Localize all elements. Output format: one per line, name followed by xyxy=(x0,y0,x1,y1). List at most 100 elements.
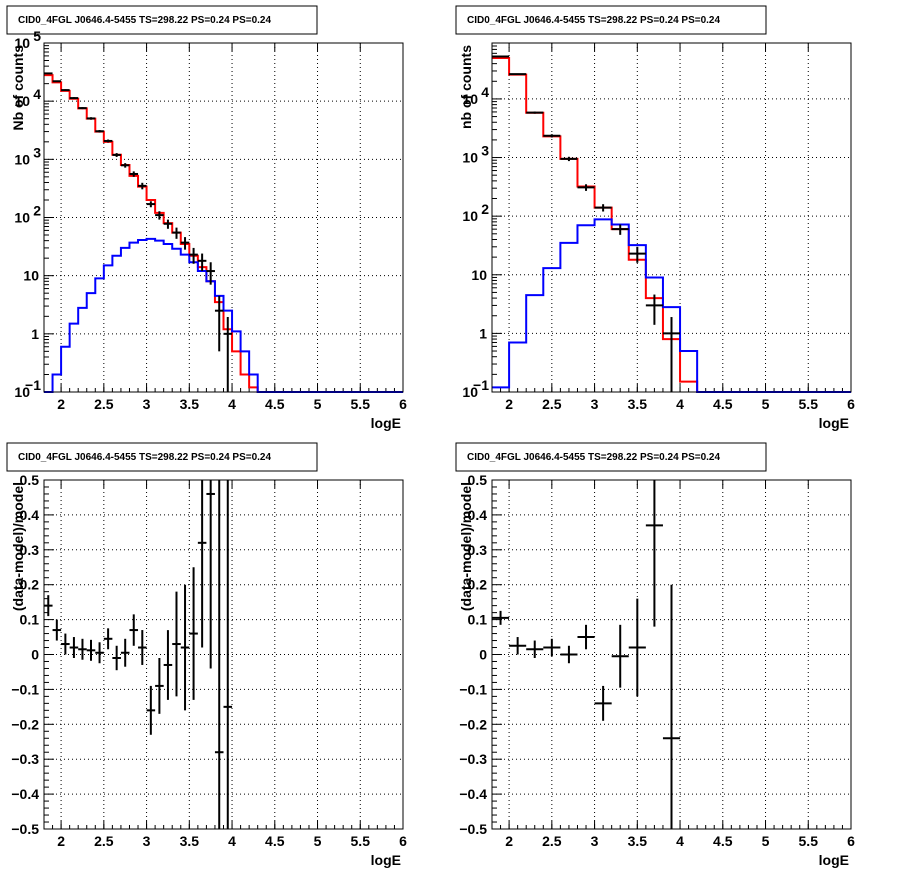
x-tick-label: 6 xyxy=(847,833,855,849)
y-tick-label: 0.2 xyxy=(20,577,40,593)
data-point xyxy=(628,246,646,263)
x-tick-label: 2 xyxy=(505,396,513,412)
data-point xyxy=(163,630,173,700)
x-tick-label: 3.5 xyxy=(180,833,200,849)
data-point xyxy=(214,295,224,352)
data-point xyxy=(197,253,207,272)
data-point xyxy=(129,614,139,646)
data-point xyxy=(223,480,233,829)
data-point xyxy=(214,480,224,829)
x-tick-label: 4.5 xyxy=(713,396,733,412)
x-tick-label: 2.5 xyxy=(94,833,114,849)
x-axis-title: logE xyxy=(371,415,401,431)
x-tick-label: 5.5 xyxy=(799,396,819,412)
panel-title-box xyxy=(6,5,318,35)
y-tick-label: 1 xyxy=(479,325,487,341)
y-tick-label: 10 xyxy=(14,93,30,109)
x-tick-label: 3.5 xyxy=(180,396,200,412)
x-tick-label: 4.5 xyxy=(265,396,285,412)
data-point xyxy=(197,480,207,648)
y-tick-exponent: 3 xyxy=(481,143,489,159)
data-point xyxy=(129,171,139,177)
x-tick-label: 5 xyxy=(314,396,322,412)
y-tick-exponent: 2 xyxy=(33,203,41,219)
data-point xyxy=(61,89,70,92)
panel-residuals-coarse: CID0_4FGL J0646.4-5455 TS=298.22 PS=0.24… xyxy=(455,442,855,868)
y-tick-label: 1 xyxy=(31,326,39,342)
y-tick-exponent: 3 xyxy=(33,144,41,160)
x-tick-label: 5 xyxy=(762,833,770,849)
y-tick-label: −0.5 xyxy=(11,821,39,837)
panel-title: CID0_4FGL J0646.4-5455 TS=298.22 PS=0.24… xyxy=(18,452,271,463)
y-tick-label: 0.5 xyxy=(468,472,488,488)
y-tick-label: 0.1 xyxy=(20,612,40,628)
data-point xyxy=(138,630,147,665)
data-point xyxy=(509,73,527,76)
data-point xyxy=(95,642,104,664)
x-tick-label: 3 xyxy=(591,396,599,412)
panel-title: CID0_4FGL J0646.4-5455 TS=298.22 PS=0.24… xyxy=(467,15,720,26)
y-tick-label: 0.4 xyxy=(468,507,488,523)
y-tick-label: 0.3 xyxy=(468,542,488,558)
data-point xyxy=(492,55,510,58)
data-point xyxy=(543,134,561,138)
data-point xyxy=(172,227,181,239)
y-tick-label: −0.5 xyxy=(459,821,487,837)
data-point xyxy=(189,567,198,700)
y-tick-label: 0.1 xyxy=(468,612,488,628)
y-tick-label: −0.4 xyxy=(459,786,487,802)
y-tick-label: −0.2 xyxy=(459,716,487,732)
x-tick-label: 6 xyxy=(399,396,407,412)
data-point xyxy=(146,201,156,208)
plot-frame xyxy=(491,479,852,830)
x-axis-title: logE xyxy=(819,852,849,868)
y-tick-label: 10 xyxy=(471,267,487,283)
data-point xyxy=(103,628,113,650)
x-tick-label: 4 xyxy=(228,396,236,412)
data-point xyxy=(138,182,147,190)
panel-residuals-fine: CID0_4FGL J0646.4-5455 TS=298.22 PS=0.24… xyxy=(6,442,407,868)
y-tick-label: 0 xyxy=(479,647,487,663)
panel-spectrum-coarse: CID0_4FGL J0646.4-5455 TS=298.22 PS=0.24… xyxy=(455,5,855,431)
data-point xyxy=(611,624,629,688)
data-point xyxy=(69,97,79,100)
x-tick-label: 5 xyxy=(762,396,770,412)
panel-title-box xyxy=(6,442,318,472)
y-tick-label: −0.1 xyxy=(11,681,39,697)
x-tick-label: 4 xyxy=(676,833,684,849)
panel-spectrum-fine: CID0_4FGL J0646.4-5455 TS=298.22 PS=0.24… xyxy=(6,5,407,431)
y-tick-exponent: 2 xyxy=(481,201,489,217)
data-point xyxy=(577,624,595,650)
data-point xyxy=(645,480,663,627)
data-point xyxy=(155,211,164,220)
panel-title: CID0_4FGL J0646.4-5455 TS=298.22 PS=0.24… xyxy=(18,15,271,26)
data-point xyxy=(112,645,121,671)
data-point xyxy=(44,595,53,617)
x-axis-title: logE xyxy=(371,852,401,868)
x-tick-label: 2.5 xyxy=(542,833,562,849)
x-tick-label: 2 xyxy=(57,396,65,412)
x-tick-label: 2 xyxy=(57,833,65,849)
y-tick-label: −0.3 xyxy=(11,751,39,767)
x-tick-label: 3.5 xyxy=(628,396,648,412)
x-axis-title: logE xyxy=(819,415,849,431)
data-point xyxy=(86,117,96,120)
y-tick-label: −0.3 xyxy=(459,751,487,767)
data-point xyxy=(155,657,164,714)
y-tick-label: 0.2 xyxy=(468,577,488,593)
data-point xyxy=(628,598,646,697)
data-point xyxy=(44,72,53,75)
y-tick-label: 10 xyxy=(14,384,30,400)
data-point xyxy=(206,480,215,669)
x-tick-label: 2.5 xyxy=(542,396,562,412)
x-tick-label: 4.5 xyxy=(713,833,733,849)
data-point xyxy=(577,184,595,191)
y-tick-label: 10 xyxy=(462,208,478,224)
x-tick-label: 5.5 xyxy=(799,833,819,849)
plot-frame xyxy=(491,42,852,393)
y-tick-label: 10 xyxy=(14,35,30,51)
y-tick-label: 10 xyxy=(462,91,478,107)
data-point xyxy=(69,637,79,658)
y-axis-title: (data-model)/model xyxy=(458,482,474,611)
y-tick-exponent: 4 xyxy=(481,84,489,100)
